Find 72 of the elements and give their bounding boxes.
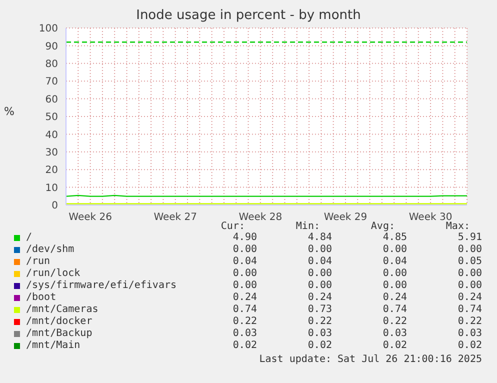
text: 0.00 <box>232 268 257 279</box>
text: Min: <box>296 221 320 232</box>
legend-label: /mnt/docker <box>26 316 92 327</box>
text: 4.84 <box>306 232 332 243</box>
text: 0.00 <box>382 280 407 291</box>
text: 0.74 <box>232 304 257 315</box>
x-tick-label: Week 29 <box>324 212 368 224</box>
text: 0.05 <box>456 256 482 267</box>
text: 0.02 <box>306 340 332 351</box>
legend-label: /dev/shm <box>26 244 74 255</box>
text: 0.04 <box>232 256 257 267</box>
legend-label: /boot <box>26 292 56 303</box>
y-tick-label: 20 <box>45 165 58 176</box>
y-tick-label: 30 <box>45 147 58 158</box>
text: 0.22 <box>382 316 407 327</box>
text: 0.04 <box>306 256 332 267</box>
text: 0.22 <box>232 316 257 327</box>
text: 0.00 <box>232 244 257 255</box>
text: 0.74 <box>382 304 407 315</box>
y-tick-label: 100 <box>38 24 58 35</box>
legend-label: /run <box>26 256 50 267</box>
text: 0.02 <box>456 340 482 351</box>
legend-label: /mnt/Backup <box>26 328 92 339</box>
y-tick-label: 80 <box>45 58 58 70</box>
text: 0.03 <box>232 328 257 339</box>
text: 0.00 <box>456 268 482 279</box>
y-tick-label: 40 <box>45 130 58 141</box>
text: 0.04 <box>382 256 407 267</box>
text: 0.74 <box>456 304 482 315</box>
legend-label: /mnt/Main <box>26 340 80 351</box>
y-tick-label: 90 <box>45 41 58 52</box>
text: 5.91 <box>456 232 482 243</box>
text: 0.03 <box>306 328 332 339</box>
legend-label: /run/lock <box>26 268 80 279</box>
x-tick-label: Week 27 <box>154 212 198 224</box>
text: 0.00 <box>382 244 407 255</box>
text: 0.24 <box>456 292 482 303</box>
text: Avg: <box>370 221 395 232</box>
text: 0.00 <box>456 244 482 255</box>
legend-label: / <box>26 232 32 243</box>
y-tick-label: 10 <box>45 182 58 194</box>
text: 0.00 <box>232 280 257 291</box>
text: 0.24 <box>306 292 332 303</box>
text: Last update: Sat Jul 26 21:00:16 2025 <box>258 354 482 365</box>
chart-title: Inode usage in percent - by month <box>135 8 362 23</box>
x-tick-label: Week 28 <box>238 212 282 224</box>
text: 0.00 <box>456 280 482 291</box>
y-tick-label: 70 <box>45 76 58 88</box>
legend-label: /mnt/Cameras <box>26 304 98 315</box>
y-tick-label: 50 <box>45 112 58 124</box>
text: Cur: <box>220 221 246 232</box>
text: 0.00 <box>306 280 332 291</box>
text: 0.00 <box>382 268 407 279</box>
text: 0.00 <box>306 244 332 255</box>
y-axis-title: % <box>4 105 14 118</box>
text: 0.22 <box>306 316 332 327</box>
y-tick-label: 0 <box>52 200 58 212</box>
text: 0.03 <box>456 328 482 339</box>
text: 0.02 <box>232 340 257 351</box>
legend-label: /sys/firmware/efi/efivars <box>26 280 177 291</box>
text: 4.90 <box>232 232 257 243</box>
y-tick-label: 60 <box>45 94 58 106</box>
text: 0.22 <box>456 316 482 327</box>
x-tick-label: Week 26 <box>68 212 112 224</box>
text: 0.24 <box>382 292 407 303</box>
text: 0.02 <box>382 340 407 351</box>
text: 4.85 <box>382 232 407 243</box>
text: Max: <box>444 221 471 232</box>
text: 0.00 <box>306 268 332 279</box>
text: 0.03 <box>382 328 407 339</box>
text: 0.73 <box>306 304 332 315</box>
text: 0.24 <box>232 292 257 303</box>
